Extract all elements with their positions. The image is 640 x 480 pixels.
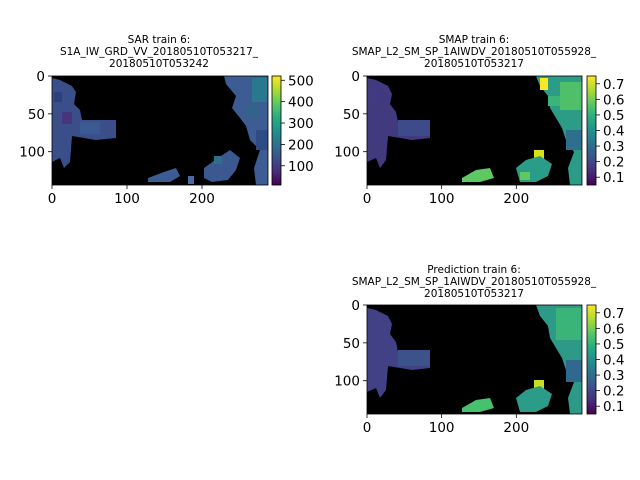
prediction-plot-frame bbox=[366, 304, 583, 415]
prediction-colorbar-tick-label: 0.5 bbox=[603, 337, 624, 353]
smap-title-line-1: SMAP train 6: bbox=[439, 34, 510, 46]
smap-colorbar-tick-label: 0.3 bbox=[603, 139, 624, 155]
prediction-colorbar-ticks: 0.10.20.30.40.50.60.7 bbox=[596, 306, 624, 415]
prediction-colorbar-tick-label: 0.3 bbox=[603, 368, 624, 384]
sar-colorbar-tick-label: 400 bbox=[288, 95, 314, 111]
prediction-colorbar-tick-label: 0.7 bbox=[603, 306, 624, 322]
sar-colorbar-tick-label: 100 bbox=[288, 159, 314, 175]
smap-colorbar bbox=[587, 76, 596, 185]
prediction-colorbar bbox=[587, 305, 596, 414]
smap-x-tick-label: 0 bbox=[363, 191, 372, 207]
prediction-x-tick-label: 100 bbox=[429, 420, 455, 436]
sar-colorbar bbox=[272, 76, 281, 185]
smap-colorbar-tick-label: 0.1 bbox=[603, 170, 624, 186]
sar-x-tick-label: 200 bbox=[189, 191, 215, 207]
smap-title-line-2: SMAP_L2_SM_SP_1AIWDV_20180510T055928_ bbox=[352, 46, 597, 58]
sar-colorbar-ticks: 100 200 300 400 500 bbox=[281, 73, 314, 175]
prediction-title-line-3: 20180510T053217 bbox=[424, 288, 524, 300]
prediction-x-tick-label: 200 bbox=[503, 420, 529, 436]
smap-title-line-3: 20180510T053217 bbox=[424, 58, 524, 70]
prediction-colorbar-tick-label: 0.2 bbox=[603, 384, 624, 400]
smap-x-tick-label: 200 bbox=[503, 191, 529, 207]
sar-colorbar-frame bbox=[271, 75, 282, 186]
sar-title-line-1: SAR train 6: bbox=[128, 34, 191, 46]
prediction-title-line-1: Prediction train 6: bbox=[427, 264, 521, 276]
sar-colorbar-tick-label: 200 bbox=[288, 137, 314, 153]
prediction-y-ticks: 0 50 100 bbox=[334, 298, 367, 390]
prediction-x-ticks: 0 100 200 bbox=[363, 414, 529, 436]
smap-colorbar-tick-label: 0.5 bbox=[603, 108, 624, 124]
sar-colorbar-tick-label: 500 bbox=[288, 73, 314, 89]
prediction-colorbar-tick-label: 0.6 bbox=[603, 321, 624, 337]
prediction-title-line-2: SMAP_L2_SM_SP_1AIWDV_20180510T055928_ bbox=[352, 276, 597, 288]
prediction-panel: Prediction train 6: SMAP_L2_SM_SP_1AIWDV… bbox=[334, 264, 624, 436]
sar-y-tick-label: 0 bbox=[36, 69, 45, 85]
sar-colorbar-tick-label: 300 bbox=[288, 116, 314, 132]
smap-colorbar-ticks: 0.10.20.30.40.50.60.7 bbox=[596, 77, 624, 186]
smap-x-tick-label: 100 bbox=[429, 191, 455, 207]
prediction-image-data bbox=[367, 305, 582, 414]
prediction-y-tick-label: 100 bbox=[334, 374, 360, 390]
sar-title-line-2: S1A_IW_GRD_VV_20180510T053217_ bbox=[60, 46, 259, 58]
prediction-colorbar-tick-label: 0.4 bbox=[603, 353, 624, 369]
smap-colorbar-tick-label: 0.2 bbox=[603, 155, 624, 171]
prediction-y-tick-label: 0 bbox=[351, 298, 360, 314]
smap-colorbar-tick-label: 0.4 bbox=[603, 124, 624, 140]
smap-y-tick-label: 100 bbox=[334, 145, 360, 161]
sar-y-tick-label: 100 bbox=[19, 145, 45, 161]
sar-x-tick-label: 0 bbox=[48, 191, 57, 207]
smap-colorbar-tick-label: 0.6 bbox=[603, 92, 624, 108]
smap-x-ticks: 0 100 200 bbox=[363, 185, 529, 207]
sar-panel: SAR train 6: S1A_IW_GRD_VV_20180510T0532… bbox=[19, 34, 314, 207]
sar-x-ticks: 0 100 200 bbox=[48, 185, 215, 207]
sar-plot-frame bbox=[51, 75, 269, 186]
smap-plot-frame bbox=[366, 75, 583, 186]
smap-colorbar-tick-label: 0.7 bbox=[603, 77, 624, 93]
smap-y-tick-label: 50 bbox=[343, 107, 360, 123]
prediction-colorbar-tick-label: 0.1 bbox=[603, 399, 624, 415]
smap-y-ticks: 0 50 100 bbox=[334, 69, 367, 161]
sar-y-ticks: 0 50 100 bbox=[19, 69, 52, 161]
smap-image-data bbox=[367, 76, 582, 185]
prediction-x-tick-label: 0 bbox=[363, 420, 372, 436]
sar-image-data bbox=[52, 76, 268, 185]
sar-y-tick-label: 50 bbox=[28, 107, 45, 123]
sar-x-tick-label: 100 bbox=[114, 191, 140, 207]
sar-title-line-3: 20180510T053242 bbox=[109, 58, 209, 70]
smap-y-tick-label: 0 bbox=[351, 69, 360, 85]
prediction-y-tick-label: 50 bbox=[343, 336, 360, 352]
smap-panel: SMAP train 6: SMAP_L2_SM_SP_1AIWDV_20180… bbox=[334, 34, 624, 207]
